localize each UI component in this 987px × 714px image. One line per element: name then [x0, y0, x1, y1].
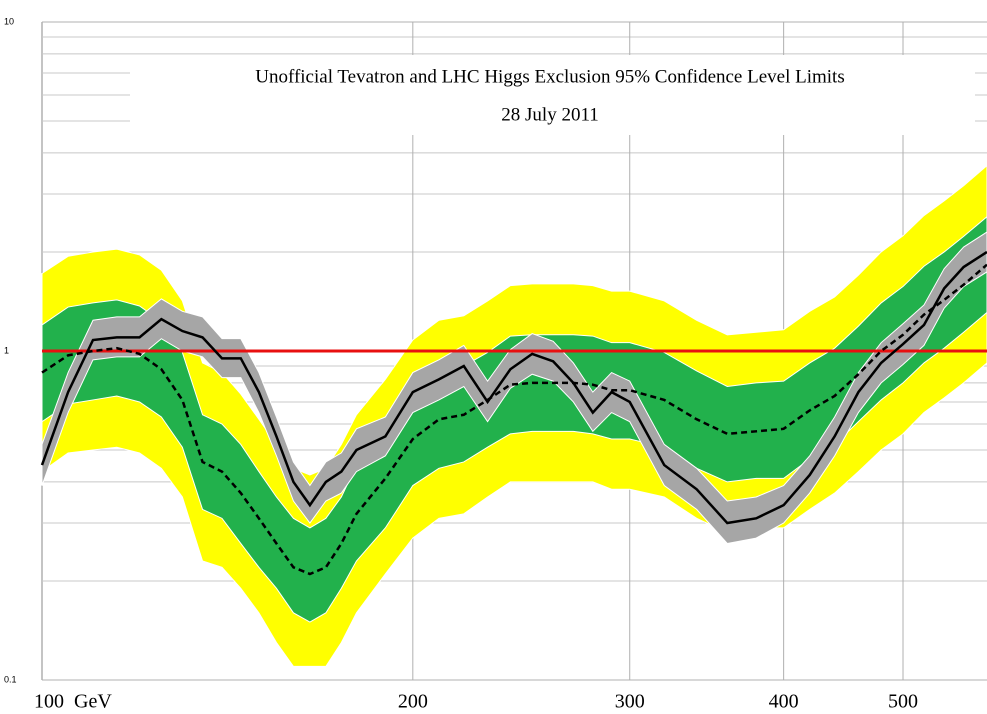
x-tick-label: 300 — [615, 691, 645, 713]
band — [41, 231, 987, 545]
x-tick-label: 500 — [888, 691, 918, 713]
y-tick-label: 0.1 — [4, 674, 17, 684]
plot-area — [40, 164, 987, 667]
y-tick-label: 1 — [4, 345, 9, 355]
series-line — [40, 250, 987, 525]
x-tick-label: 200 — [398, 691, 428, 713]
chart-title: Unofficial Tevatron and LHC Higgs Exclus… — [255, 66, 844, 87]
y-tick-label: 10 — [4, 16, 14, 26]
band — [41, 216, 987, 623]
x-tick-label: 400 — [769, 691, 799, 713]
x-tick-label: 100 GeV — [34, 691, 112, 713]
title-box — [130, 55, 975, 135]
chart-subtitle: 28 July 2011 — [501, 104, 598, 125]
